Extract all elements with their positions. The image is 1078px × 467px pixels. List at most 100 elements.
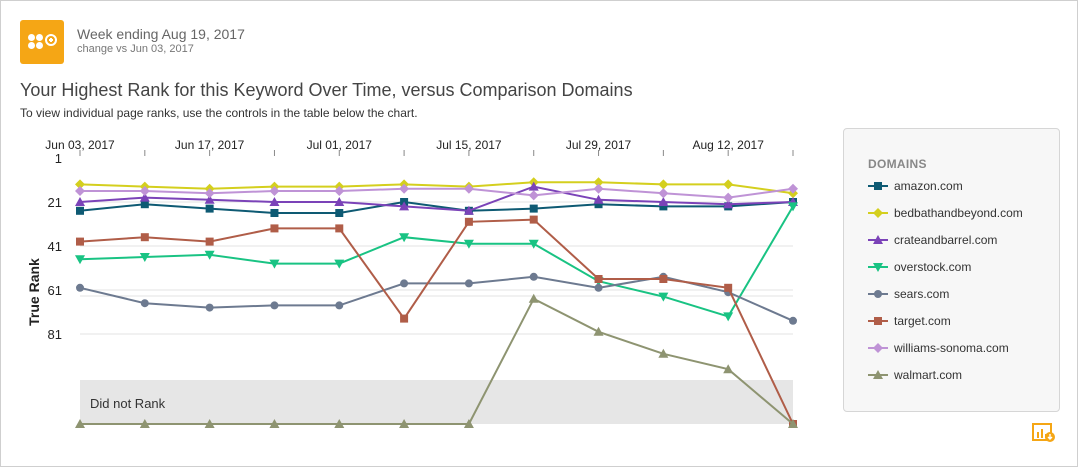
legend-item-crateandbarrel-com[interactable]: crateandbarrel.com xyxy=(868,232,997,248)
data-point-walmart-com xyxy=(788,419,798,428)
data-point-amazon-com xyxy=(140,200,149,209)
series-line-overstock-com xyxy=(79,205,794,318)
legend-label: sears.com xyxy=(894,287,950,301)
chart-title: Your Highest Rank for this Keyword Over … xyxy=(20,80,633,100)
legend-label: williams-sonoma.com xyxy=(894,341,1009,355)
export-chart-icon[interactable] xyxy=(1032,423,1056,443)
data-point-walmart-com xyxy=(75,419,85,428)
series-line-bedbathandbeyond-com xyxy=(79,181,794,195)
data-point-crateandbarrel-com xyxy=(139,192,150,202)
data-point-walmart-com xyxy=(528,293,539,303)
data-point-walmart-com xyxy=(334,419,345,428)
data-point-overstock-com xyxy=(269,259,280,269)
data-point-target-com xyxy=(464,217,473,226)
legend-item-walmart-com[interactable]: walmart.com xyxy=(868,367,962,383)
data-point-overstock-com xyxy=(658,292,669,302)
y-tick-label: 41 xyxy=(48,239,62,254)
data-point-williams-sonoma-com xyxy=(528,190,539,201)
data-point-crateandbarrel-com xyxy=(658,197,669,206)
data-point-williams-sonoma-com xyxy=(723,192,734,203)
data-point-williams-sonoma-com xyxy=(334,186,345,196)
data-point-walmart-com xyxy=(139,419,150,428)
data-point-amazon-com xyxy=(659,202,668,211)
data-point-williams-sonoma-com xyxy=(788,183,798,194)
data-point-overstock-com xyxy=(75,255,85,265)
legend-marker-icon xyxy=(868,235,888,244)
legend-item-overstock-com[interactable]: overstock.com xyxy=(868,259,971,275)
series-line-williams-sonoma-com xyxy=(80,187,794,199)
data-point-williams-sonoma-com xyxy=(269,186,280,196)
data-point-target-com xyxy=(529,215,538,224)
data-point-amazon-com xyxy=(270,209,279,217)
data-point-williams-sonoma-com xyxy=(399,183,410,194)
data-point-target-com xyxy=(270,224,279,233)
chart-subtitle: To view individual page ranks, use the c… xyxy=(20,106,418,120)
data-point-williams-sonoma-com xyxy=(463,183,474,194)
legend-item-sears-com[interactable]: sears.com xyxy=(868,286,949,302)
data-point-walmart-com xyxy=(463,419,474,428)
data-point-crateandbarrel-com xyxy=(269,197,280,206)
legend-item-target-com[interactable]: target.com xyxy=(868,313,951,329)
data-point-sears-com xyxy=(270,301,279,310)
data-point-target-com xyxy=(335,224,344,233)
data-point-sears-com xyxy=(335,301,344,310)
rank-chart: Did not Rank 1 21 41 61 81 Jun 03, 2017 Jun 17,… xyxy=(26,138,798,428)
y-tick-label: 61 xyxy=(48,283,62,298)
data-point-sears-com xyxy=(529,272,538,281)
data-point-crateandbarrel-com xyxy=(334,197,345,206)
legend-item-amazon-com[interactable]: amazon.com xyxy=(868,178,963,194)
x-tick-label: Jul 15, 2017 xyxy=(436,138,502,152)
legend-title: DOMAINS xyxy=(868,157,927,171)
did-not-rank-band xyxy=(80,380,793,424)
data-point-overstock-com xyxy=(334,259,345,269)
data-point-target-com xyxy=(205,237,214,246)
data-point-target-com xyxy=(659,275,668,283)
data-point-overstock-com xyxy=(788,202,798,212)
x-tick-label: Jun 17, 2017 xyxy=(175,138,245,152)
change-label: change vs Jun 03, 2017 xyxy=(77,43,194,55)
y-axis-label: True Rank xyxy=(26,258,42,326)
data-point-overstock-com xyxy=(139,253,150,262)
data-point-crateandbarrel-com xyxy=(463,205,474,215)
legend-marker-icon xyxy=(868,343,888,353)
data-point-bedbathandbeyond-com xyxy=(75,179,85,190)
series-line-walmart-com xyxy=(80,297,794,425)
x-tick-label: Jun 03, 2017 xyxy=(45,138,115,152)
data-point-walmart-com xyxy=(204,419,215,428)
legend-marker-icon xyxy=(868,317,888,325)
x-tick-label: Jul 29, 2017 xyxy=(566,138,632,152)
legend-label: walmart.com xyxy=(894,368,963,382)
series-line-amazon-com xyxy=(79,200,794,214)
legend-marker-icon xyxy=(868,182,888,190)
data-point-amazon-com xyxy=(205,204,214,213)
data-point-williams-sonoma-com xyxy=(75,186,85,196)
legend-marker-icon xyxy=(868,263,888,272)
data-point-sears-com xyxy=(464,279,473,288)
domains-legend: DOMAINS amazon.com bedbathandbeyond.com cr… xyxy=(843,128,1060,412)
data-point-crateandbarrel-com xyxy=(399,201,410,211)
x-tick-label: Aug 12, 2017 xyxy=(692,138,764,152)
legend-label: crateandbarrel.com xyxy=(894,233,998,247)
data-point-williams-sonoma-com xyxy=(204,188,215,199)
data-point-williams-sonoma-com xyxy=(139,186,150,196)
legend-item-bedbathandbeyond-com[interactable]: bedbathandbeyond.com xyxy=(868,205,1023,221)
data-point-overstock-com xyxy=(463,239,474,249)
did-not-rank-label: Did not Rank xyxy=(90,396,166,411)
legend-marker-icon xyxy=(868,370,888,379)
y-tick-label: 21 xyxy=(48,195,62,210)
legend-item-williams-sonoma-com[interactable]: williams-sonoma.com xyxy=(868,340,1009,356)
data-point-crateandbarrel-com xyxy=(593,194,604,204)
series-line-target-com xyxy=(79,218,794,425)
data-point-overstock-com xyxy=(399,233,410,243)
data-point-overstock-com xyxy=(723,312,734,322)
data-point-overstock-com xyxy=(204,250,215,260)
legend-marker-icon xyxy=(868,208,888,218)
data-point-amazon-com xyxy=(335,209,344,217)
legend-marker-icon xyxy=(868,290,888,298)
data-point-williams-sonoma-com xyxy=(658,188,669,199)
data-point-sears-com xyxy=(594,283,603,292)
series-line-crateandbarrel-com xyxy=(79,185,794,212)
y-tick-label: 1 xyxy=(55,151,62,166)
data-point-walmart-com xyxy=(269,419,280,428)
data-point-amazon-com xyxy=(529,204,538,213)
